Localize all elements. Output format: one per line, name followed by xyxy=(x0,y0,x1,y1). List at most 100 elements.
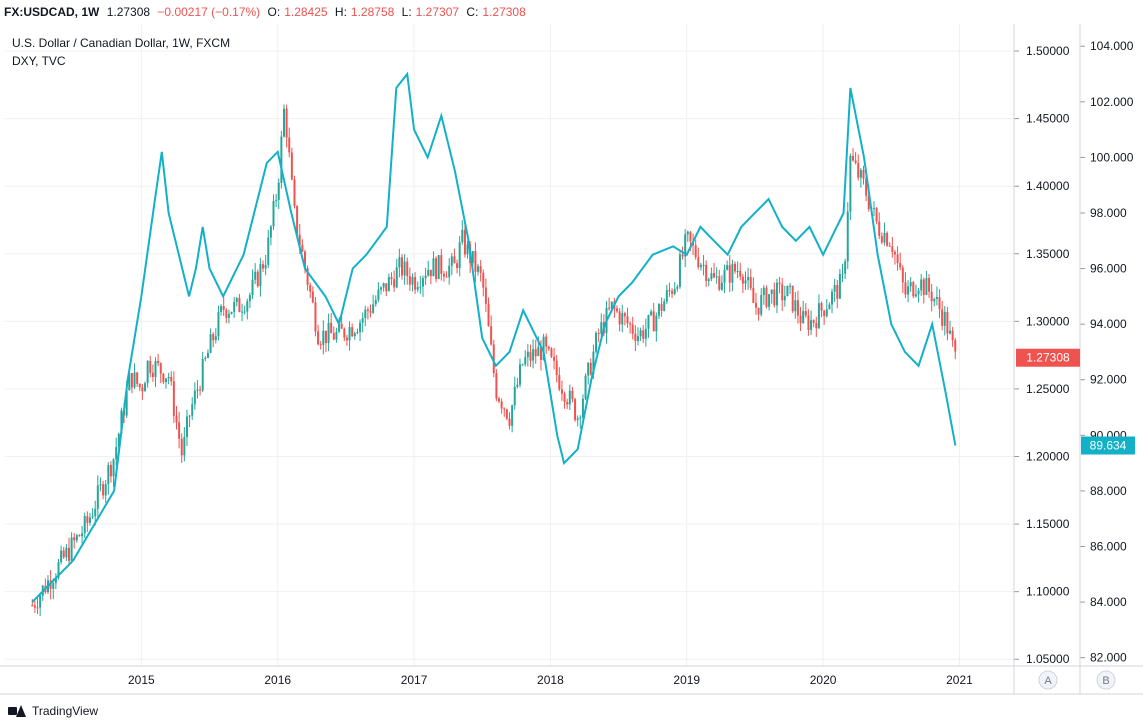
candle-body xyxy=(610,301,613,309)
high-value: 1.28758 xyxy=(350,5,395,19)
candle-body xyxy=(432,258,435,277)
candle-body xyxy=(650,311,653,316)
candle-body xyxy=(403,261,406,276)
candle-body xyxy=(545,336,548,347)
tradingview-brand[interactable]: TradingView xyxy=(8,704,98,718)
candle-body xyxy=(235,298,238,302)
dxy-last-value: 89.634 xyxy=(1090,438,1127,452)
candle-body xyxy=(456,263,459,268)
candle-body xyxy=(526,351,529,358)
candle-body xyxy=(846,211,849,262)
scale-button-a[interactable] xyxy=(1038,670,1058,690)
candle-body xyxy=(828,304,831,310)
candle-body xyxy=(259,264,262,287)
candle-body xyxy=(209,334,212,353)
right-axis-label: 1.15000 xyxy=(1026,517,1070,531)
candle-body xyxy=(587,362,590,376)
candle-body xyxy=(332,333,335,340)
candle-body xyxy=(471,251,474,263)
candle-body xyxy=(909,282,912,287)
candle-body xyxy=(188,415,191,417)
candle-body xyxy=(445,276,448,278)
scale-button-label: B xyxy=(1102,675,1109,687)
candle-body xyxy=(563,393,566,403)
candle-body xyxy=(710,273,713,280)
candle-body xyxy=(697,257,700,268)
far-axis-label: 94.000 xyxy=(1090,317,1127,331)
candle-body xyxy=(57,562,60,578)
candle-body xyxy=(303,251,306,269)
candle-body xyxy=(267,237,270,265)
candle-body xyxy=(836,285,839,299)
scale-button-b[interactable] xyxy=(1096,670,1116,690)
candle-body xyxy=(490,326,493,345)
candle-body xyxy=(109,465,112,477)
candle-body xyxy=(592,351,595,375)
candle-body xyxy=(112,459,115,477)
symbol-name[interactable]: FX:USDCAD, 1W xyxy=(4,5,100,19)
main-series-legend[interactable]: U.S. Dollar / Canadian Dollar, 1W, FXCM xyxy=(12,36,231,50)
candle-body xyxy=(419,286,422,288)
candle-body xyxy=(180,438,183,456)
candle-body xyxy=(513,386,516,406)
candle-body xyxy=(458,242,461,268)
candle-body xyxy=(466,244,469,255)
candle-body xyxy=(752,287,755,303)
candle-body xyxy=(73,537,76,541)
candle-body xyxy=(243,311,246,313)
candle-body xyxy=(639,330,642,337)
candle-body xyxy=(296,205,299,235)
candle-body xyxy=(739,270,742,277)
candle-body xyxy=(440,255,443,274)
candle-body xyxy=(534,349,537,357)
candle-body xyxy=(424,275,427,279)
candle-body xyxy=(293,179,296,206)
candle-body xyxy=(781,284,784,301)
candle-body xyxy=(568,390,571,405)
candle-body xyxy=(254,271,257,280)
far-axis-label: 102.000 xyxy=(1090,95,1134,109)
candle-body xyxy=(435,258,438,280)
candle-body xyxy=(374,299,377,305)
candle-body xyxy=(227,313,230,318)
candle-body xyxy=(686,231,689,235)
right-axis-label: 1.45000 xyxy=(1026,112,1070,126)
candle-body xyxy=(230,311,233,314)
candle-body xyxy=(949,330,952,334)
candle-body xyxy=(775,282,778,306)
candle-body xyxy=(673,288,676,294)
candle-body xyxy=(786,285,789,297)
candle-body xyxy=(600,322,603,334)
candle-body xyxy=(891,246,894,253)
price-chart[interactable]: 2015 2016 2017 2018 2019 2020 2021 1.50000 1.450… xyxy=(0,24,1143,697)
overlay-series-legend[interactable]: DXY, TVC xyxy=(12,54,66,68)
candle-body xyxy=(765,287,768,307)
candle-body xyxy=(629,323,632,325)
candle-body xyxy=(954,340,957,352)
candle-body xyxy=(616,308,619,312)
candle-body xyxy=(678,254,681,287)
candle-body xyxy=(935,296,938,299)
candle-body xyxy=(487,303,490,327)
candle-body xyxy=(377,289,380,300)
candle-body xyxy=(901,267,904,283)
candle-body xyxy=(626,316,629,324)
candle-body xyxy=(584,375,587,399)
candle-body xyxy=(382,283,385,288)
candle-body xyxy=(886,232,889,246)
candle-body xyxy=(922,279,925,295)
candle-body xyxy=(157,360,160,364)
candle-body xyxy=(477,266,480,272)
candle-body xyxy=(288,137,291,153)
candle-body xyxy=(560,389,563,394)
candle-body xyxy=(718,276,721,290)
candle-body xyxy=(747,276,750,281)
candle-body xyxy=(553,356,556,361)
candle-body xyxy=(558,375,561,390)
candle-body xyxy=(324,330,327,343)
candle-body xyxy=(642,330,645,339)
candle-body xyxy=(104,484,107,496)
candle-body xyxy=(744,280,747,284)
candle-body xyxy=(167,376,170,379)
x-tick-label: 2019 xyxy=(673,673,700,687)
